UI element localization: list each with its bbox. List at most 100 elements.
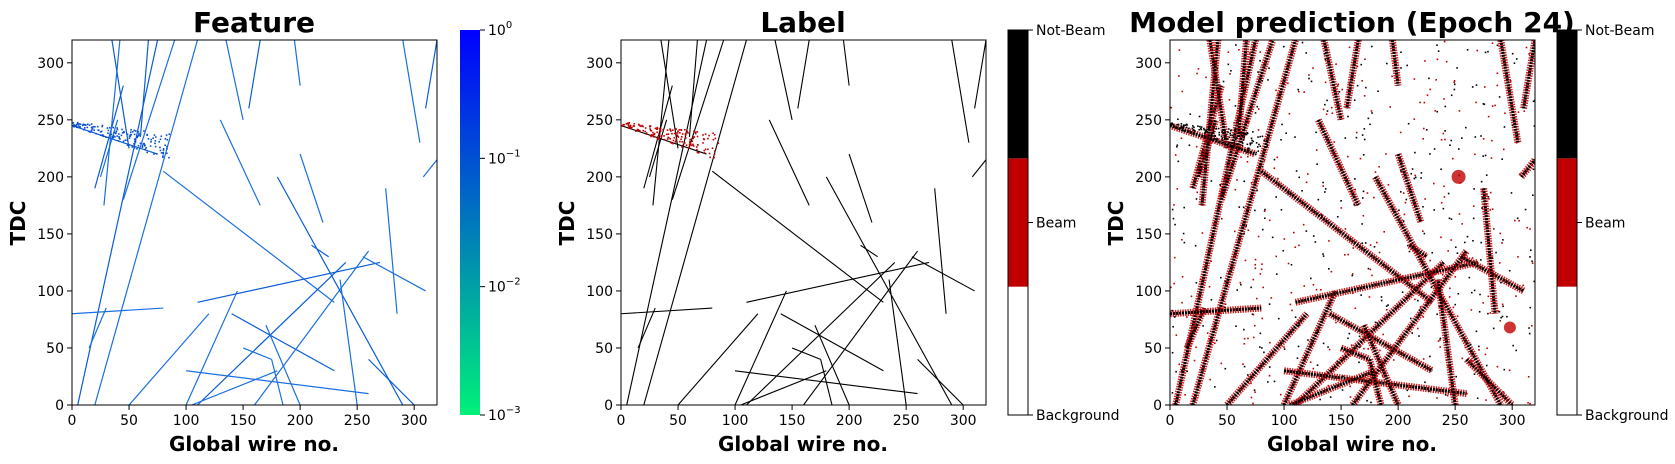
prediction-noise-pixel <box>1450 384 1453 386</box>
prediction-noise-pixel <box>1455 375 1457 378</box>
prediction-noise-pixel <box>1519 173 1521 175</box>
beam-pixel <box>712 138 715 141</box>
prediction-noise-pixel <box>1434 284 1437 287</box>
beam-pixel <box>1259 135 1262 138</box>
prediction-noise-pixel <box>1264 208 1266 211</box>
beam-pixel <box>688 146 691 148</box>
beam-pixel <box>691 144 693 147</box>
beam-pixel <box>129 134 132 136</box>
prediction-noise-pixel <box>1242 363 1244 365</box>
prediction-noise-pixel <box>1227 63 1230 66</box>
prediction-noise-pixel <box>1358 361 1360 364</box>
beam-pixel <box>663 138 666 141</box>
y-axis-label-feature: TDC <box>6 201 30 246</box>
feature-track <box>162 170 335 303</box>
prediction-noise-pixel <box>1484 51 1487 54</box>
prediction-noise-pixel <box>1336 216 1339 218</box>
prediction-noise-pixel <box>1454 246 1457 249</box>
prediction-noise-pixel <box>1247 121 1250 123</box>
feature-track <box>94 85 124 189</box>
beam-pixel <box>166 147 168 150</box>
colorbar-segment <box>1557 286 1577 415</box>
prediction-noise-pixel <box>1312 367 1315 370</box>
beam-pixel <box>1222 142 1224 144</box>
prediction-noise-pixel <box>1502 305 1504 308</box>
x-ticks-prediction: 0 50 100 150 200 250 300 <box>1166 405 1526 429</box>
colorbar-segment <box>1557 158 1577 287</box>
prediction-noise-pixel <box>1410 172 1413 175</box>
beam-pixel <box>1251 139 1253 142</box>
prediction-noise-pixel <box>1268 303 1271 305</box>
colorbar-segment <box>1557 30 1577 159</box>
prediction-noise-pixel <box>1235 44 1237 46</box>
label-track <box>677 313 759 405</box>
beam-pixel <box>158 141 161 143</box>
beam-pixel <box>675 140 677 143</box>
beam-pixel <box>107 132 109 135</box>
beam-pixel <box>1247 147 1249 150</box>
beam-pixel <box>662 129 664 131</box>
prediction-noise-pixel <box>1489 191 1492 194</box>
beam-pixel <box>82 123 85 126</box>
beam-pixel <box>1204 130 1207 133</box>
prediction-noise-pixel <box>1227 51 1230 53</box>
beam-pixel <box>654 127 657 130</box>
prediction-noise-pixel <box>1480 241 1483 244</box>
prediction-track-core <box>1390 40 1400 86</box>
beam-pixel <box>650 135 652 138</box>
beam-pixel <box>1236 143 1239 145</box>
beam-pixel <box>146 133 149 136</box>
prediction-noise-pixel <box>1389 106 1391 108</box>
prediction-image <box>1170 40 1535 405</box>
prediction-noise-pixel <box>1485 399 1487 401</box>
prediction-noise-pixel <box>1184 394 1186 396</box>
prediction-noise-pixel <box>1170 106 1173 109</box>
beam-pixel <box>86 123 89 126</box>
beam-pixel <box>106 127 109 129</box>
beam-pixel <box>626 122 629 125</box>
beam-pixel <box>147 138 150 140</box>
prediction-track-core <box>1436 279 1457 405</box>
beam-pixel <box>677 130 679 133</box>
beam-pixel <box>102 135 105 138</box>
beam-pixel <box>1244 132 1246 135</box>
chart-title-label: Label <box>760 6 845 39</box>
prediction-noise-pixel <box>1454 275 1457 278</box>
beam-pixel <box>1261 135 1264 138</box>
label-track <box>860 244 878 258</box>
prediction-noise-pixel <box>1444 130 1446 132</box>
prediction-noise-pixel <box>1526 226 1528 229</box>
prediction-noise-pixel <box>1422 316 1425 318</box>
prediction-noise-pixel <box>1215 327 1218 330</box>
prediction-noise-pixel <box>1488 198 1490 200</box>
prediction-noise-pixel <box>1385 305 1388 308</box>
prediction-noise-pixel <box>1490 157 1493 159</box>
prediction-noise-pixel <box>1483 103 1486 106</box>
beam-pixel <box>1258 143 1260 146</box>
prediction-noise-pixel <box>1203 360 1206 363</box>
prediction-noise-pixel <box>1239 281 1242 284</box>
prediction-noise-pixel <box>1516 133 1519 136</box>
beam-pixel <box>89 131 91 133</box>
prediction-noise-pixel <box>1482 155 1484 157</box>
beam-pixel <box>1242 138 1245 141</box>
prediction-noise-pixel <box>1181 369 1183 372</box>
prediction-noise-pixel <box>1487 312 1489 315</box>
prediction-noise-pixel <box>1196 72 1198 75</box>
beam-pixel <box>1184 129 1187 131</box>
beam-pixel <box>99 131 102 133</box>
prediction-noise-pixel <box>1513 62 1516 65</box>
label-track <box>780 313 884 372</box>
feature-track <box>88 307 107 349</box>
beam-pixel <box>133 140 136 143</box>
prediction-noise-pixel <box>1516 217 1519 220</box>
beam-pixel <box>650 129 653 132</box>
prediction-noise-pixel <box>1425 129 1428 131</box>
beam-pixel <box>707 137 709 140</box>
prediction-noise-pixel <box>1178 363 1181 366</box>
prediction-noise-pixel <box>1352 292 1354 295</box>
prediction-noise-pixel <box>1449 287 1451 290</box>
beam-pixel <box>114 136 116 138</box>
prediction-noise-pixel <box>1449 378 1451 380</box>
